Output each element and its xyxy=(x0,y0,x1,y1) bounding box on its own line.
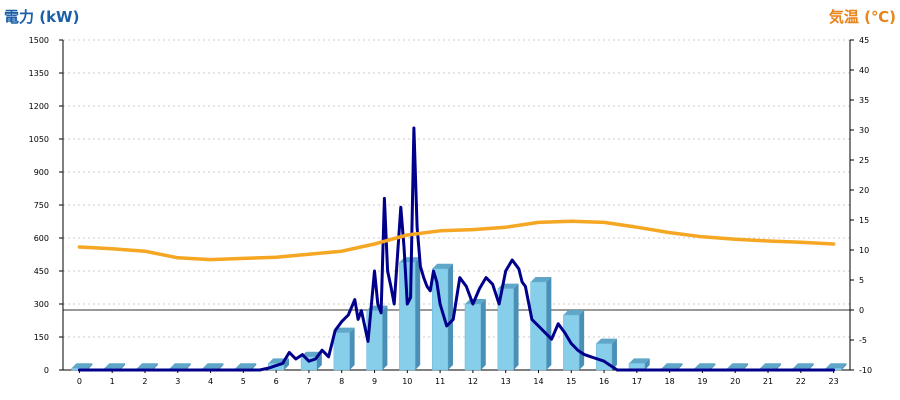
right-tick-label: 45 xyxy=(859,36,869,45)
bar-side xyxy=(447,263,453,370)
x-tick-label: 7 xyxy=(306,377,311,386)
x-tick-label: 0 xyxy=(77,377,82,386)
left-tick-label: 750 xyxy=(34,201,49,210)
right-tick-label: 5 xyxy=(859,276,864,285)
left-axis-title: 電力 (kW) xyxy=(4,8,80,26)
bar-side xyxy=(743,363,749,370)
bar-top xyxy=(596,338,617,344)
bar-side xyxy=(349,327,355,370)
bar-side xyxy=(808,363,814,370)
bar-side xyxy=(284,358,290,370)
right-tick-label: 40 xyxy=(859,66,869,75)
x-tick-label: 21 xyxy=(763,377,773,386)
bar-side xyxy=(579,310,585,370)
x-tick-label: 3 xyxy=(175,377,180,386)
left-tick-label: 600 xyxy=(34,234,49,243)
bar-top xyxy=(432,263,453,269)
x-tick-label: 18 xyxy=(665,377,675,386)
right-tick-label: 20 xyxy=(859,186,869,195)
left-tick-label: 1500 xyxy=(29,36,49,45)
left-tick-label: 450 xyxy=(34,267,49,276)
bar xyxy=(497,288,514,371)
right-tick-label: -10 xyxy=(859,366,872,375)
bar-side xyxy=(152,363,158,370)
bar-side xyxy=(87,363,93,370)
bar-top xyxy=(760,363,781,369)
left-tick-label: 150 xyxy=(34,333,49,342)
x-tick-label: 6 xyxy=(274,377,279,386)
bar-top xyxy=(792,363,814,369)
right-tick-label: 0 xyxy=(859,306,864,315)
x-tick-label: 1 xyxy=(110,377,115,386)
x-tick-label: 9 xyxy=(372,377,377,386)
x-tick-label: 11 xyxy=(435,377,445,386)
bar-side xyxy=(677,363,683,370)
bar-side xyxy=(218,363,224,370)
bar-top xyxy=(563,310,585,315)
x-tick-label: 8 xyxy=(339,377,344,386)
x-tick-label: 13 xyxy=(501,377,511,386)
bar-side xyxy=(841,363,847,370)
bar xyxy=(333,332,350,371)
bar-side xyxy=(644,358,650,370)
bar-side xyxy=(480,299,486,370)
left-tick-label: 900 xyxy=(34,168,49,177)
right-tick-label: 30 xyxy=(859,126,869,135)
bar-top xyxy=(235,363,257,369)
bar-top xyxy=(530,277,552,282)
bar-side xyxy=(710,363,716,370)
bar-top xyxy=(694,363,716,369)
bar-side xyxy=(120,363,126,370)
x-tick-label: 5 xyxy=(241,377,246,386)
left-tick-label: 1200 xyxy=(29,102,49,111)
bar-side xyxy=(382,305,388,370)
right-tick-label: 35 xyxy=(859,96,869,105)
left-tick-label: 0 xyxy=(44,366,49,375)
bar-top xyxy=(661,363,683,369)
x-tick-label: 20 xyxy=(730,377,740,386)
bar-top xyxy=(169,363,191,369)
bar-side xyxy=(185,363,191,370)
bar-top xyxy=(727,363,749,369)
x-tick-label: 2 xyxy=(142,377,147,386)
left-tick-label: 1350 xyxy=(29,69,49,78)
x-tick-label: 14 xyxy=(533,377,543,386)
bar-top xyxy=(825,363,847,369)
right-tick-label: 10 xyxy=(859,246,869,255)
bar-top xyxy=(333,327,355,333)
x-tick-label: 12 xyxy=(468,377,478,386)
temperature-line xyxy=(77,219,836,262)
right-tick-label: 25 xyxy=(859,156,869,165)
bar-top xyxy=(202,363,224,369)
bar-side xyxy=(415,257,421,370)
bar xyxy=(431,268,449,371)
left-tick-label: 1050 xyxy=(29,135,49,144)
x-tick-label: 23 xyxy=(829,377,839,386)
bar-side xyxy=(611,338,617,370)
right-tick-label: -5 xyxy=(859,336,867,345)
bar-side xyxy=(513,283,519,370)
right-tick-label: 15 xyxy=(859,216,869,225)
bar-top xyxy=(628,358,650,364)
bar-top xyxy=(137,363,158,369)
left-tick-label: 300 xyxy=(34,300,49,309)
x-tick-label: 16 xyxy=(599,377,609,386)
x-tick-label: 19 xyxy=(697,377,707,386)
bar-side xyxy=(546,277,552,370)
x-tick-label: 17 xyxy=(632,377,642,386)
bar xyxy=(464,303,482,371)
bar-side xyxy=(251,363,257,370)
bar-top xyxy=(104,363,126,369)
bar-side xyxy=(775,363,781,370)
power-line xyxy=(77,126,836,372)
x-tick-label: 22 xyxy=(796,377,806,386)
bar-top xyxy=(71,363,93,369)
x-tick-label: 4 xyxy=(208,377,213,386)
x-tick-label: 10 xyxy=(402,377,412,386)
right-axis-title: 気温 (℃) xyxy=(828,8,896,26)
x-tick-label: 15 xyxy=(566,377,576,386)
